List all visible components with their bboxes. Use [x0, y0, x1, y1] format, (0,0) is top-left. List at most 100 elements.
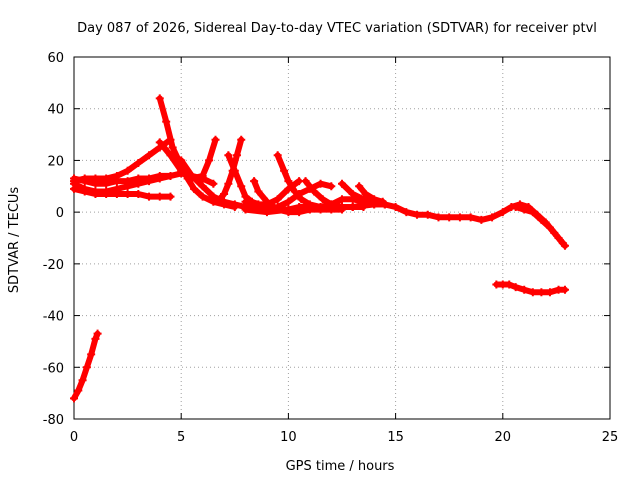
series-arc-5 [70, 135, 175, 186]
data-point [198, 171, 207, 180]
data-point [413, 210, 422, 219]
data-point [273, 195, 282, 204]
data-point [87, 350, 96, 359]
data-point [391, 202, 400, 211]
data-point [520, 285, 529, 294]
data-point [145, 192, 154, 201]
data-point [273, 151, 282, 160]
data-point [250, 177, 259, 186]
data-point [511, 283, 520, 292]
y-tick-label: -20 [43, 258, 64, 273]
data-point [220, 197, 229, 206]
series-track [71, 185, 174, 200]
data-point [155, 192, 164, 201]
data-point [477, 215, 486, 224]
data-point [224, 151, 233, 160]
series-arc-4 [70, 184, 175, 201]
data-point [355, 182, 364, 191]
data-point [327, 202, 336, 211]
data-point [520, 205, 529, 214]
data-point [402, 208, 411, 217]
data-point [198, 182, 207, 191]
data-point [455, 213, 464, 222]
series-arc-22 [492, 280, 569, 297]
data-point [316, 179, 325, 188]
data-point [228, 166, 237, 175]
data-point [554, 234, 563, 242]
data-point [262, 208, 271, 217]
data-point [528, 208, 537, 217]
series-track [71, 136, 174, 185]
chart-title: Day 087 of 2026, Sidereal Day-to-day VTE… [77, 21, 597, 36]
data-point [74, 386, 83, 395]
data-point [166, 151, 175, 160]
data-point [338, 195, 346, 204]
data-point [537, 288, 546, 297]
data-point [112, 190, 121, 199]
data-point [190, 184, 199, 193]
data-point [466, 213, 475, 222]
data-point [237, 135, 246, 144]
data-point [237, 182, 246, 191]
data-point [528, 288, 537, 297]
data-point [198, 192, 207, 201]
data-point [511, 202, 520, 211]
data-point [145, 151, 154, 160]
y-tick-label: -60 [43, 361, 64, 376]
y-tick-label: 20 [47, 154, 64, 169]
data-point [241, 205, 250, 214]
data-point [70, 184, 78, 193]
data-point [560, 241, 569, 250]
data-point [498, 208, 507, 217]
series-track [156, 95, 238, 210]
data-point [187, 171, 196, 180]
data-point [80, 187, 89, 196]
data-point [380, 200, 389, 209]
data-point [361, 190, 370, 199]
x-axis-label: GPS time / hours [286, 459, 395, 474]
data-point [70, 177, 78, 186]
data-point [155, 138, 164, 147]
data-point [445, 213, 454, 222]
data-point [505, 280, 514, 289]
data-point [209, 192, 218, 201]
data-point [348, 190, 357, 199]
series-arc-1 [70, 329, 102, 403]
data-point [488, 213, 497, 222]
data-point [166, 171, 175, 180]
data-point [123, 190, 132, 199]
data-point [224, 179, 233, 188]
y-axis-label: SDTVAR / TECUs [7, 187, 22, 294]
data-point [230, 200, 239, 209]
series-arc-10 [215, 135, 246, 204]
y-tick-label: 60 [47, 51, 64, 66]
data-point [305, 205, 314, 214]
data-point [134, 174, 143, 183]
y-tick-label: 40 [47, 103, 64, 118]
data-point [280, 166, 289, 175]
data-point [241, 197, 250, 206]
axis-ticks: 0 5 10 15 20 25 -80 -60 -40 -20 0 20 40 60 [43, 51, 619, 445]
data-point [310, 187, 319, 196]
x-tick-label: 20 [495, 430, 512, 445]
x-tick-label: 10 [280, 430, 297, 445]
data-point [93, 329, 102, 338]
data-point [560, 285, 569, 294]
data-point [82, 363, 91, 372]
x-tick-label: 15 [387, 430, 404, 445]
data-point [537, 215, 546, 224]
data-point [155, 94, 164, 103]
series-arc-21 [511, 202, 569, 250]
data-point [423, 210, 432, 219]
data-point [91, 190, 100, 199]
data-point [145, 174, 154, 183]
data-point [318, 195, 327, 204]
series-track [356, 183, 386, 205]
data-point [112, 171, 121, 180]
data-point [155, 171, 164, 180]
plot-frame [73, 56, 611, 420]
data-point [297, 195, 306, 204]
data-point [80, 174, 89, 183]
